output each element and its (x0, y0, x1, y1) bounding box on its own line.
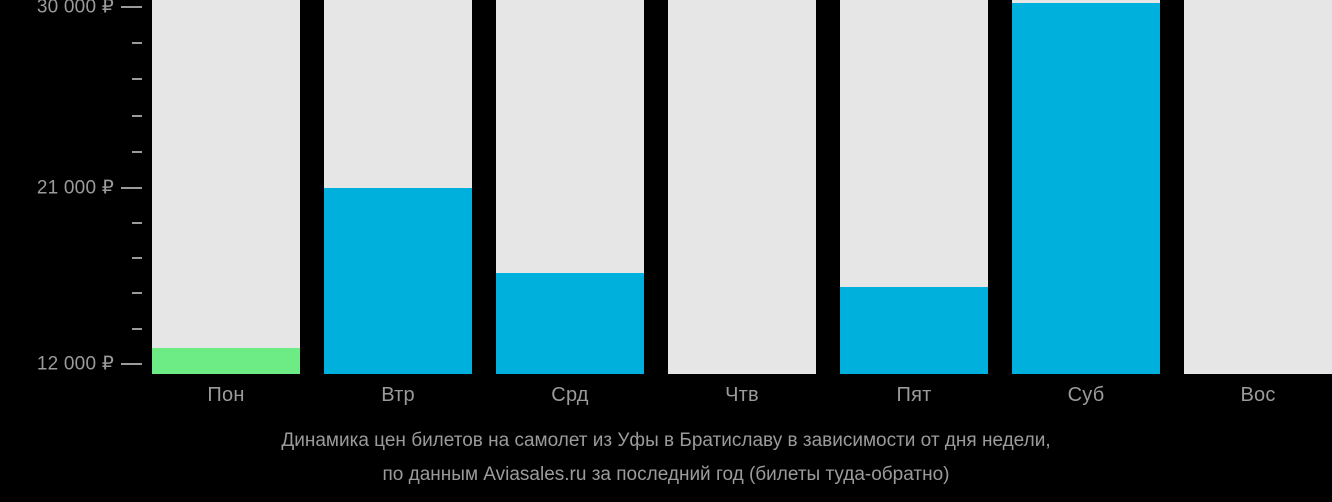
bar-column-vtr[interactable] (324, 0, 472, 374)
bar-track (668, 0, 816, 374)
y-tick-major-21000 (121, 187, 142, 189)
bar-value-pyat (840, 287, 988, 374)
bar-value-vtr (324, 188, 472, 374)
x-axis-label-srd: Срд (551, 383, 589, 406)
bar-track (152, 0, 300, 374)
x-gap (472, 395, 496, 396)
x-axis-label-sub: Суб (1067, 383, 1105, 406)
x-axis-label-vtr: Втр (381, 383, 415, 406)
bar-value-srd (496, 273, 644, 374)
bar-column-srd[interactable] (496, 0, 644, 374)
y-tick-minor (132, 222, 142, 224)
y-tick-minor (132, 42, 142, 44)
y-tick-minor (132, 151, 142, 153)
y-tick-minor (132, 257, 142, 259)
y-axis-label-bottom: 12 000 ₽ (36, 353, 114, 375)
y-tick-minor (132, 115, 142, 117)
x-gap (816, 395, 840, 396)
x-gap (988, 395, 1012, 396)
y-axis-label-middle: 21 000 ₽ (36, 177, 114, 199)
bar-value-sub (1012, 3, 1160, 374)
x-gap (1160, 395, 1184, 396)
bar-column-pyat[interactable] (840, 0, 988, 374)
x-axis-label-pyat: Пят (896, 383, 932, 406)
bar-value-pon (152, 348, 300, 374)
y-tick-minor (132, 328, 142, 330)
x-axis-label-pon: Пон (207, 383, 245, 406)
x-gap (300, 395, 324, 396)
y-tick-minor (132, 78, 142, 80)
caption-line-1: Динамика цен билетов на самолет из Уфы в… (281, 430, 1051, 451)
y-tick-major-30000 (121, 6, 142, 8)
bar-column-sub[interactable] (1012, 0, 1160, 374)
x-axis-label-chtv: Чтв (725, 383, 759, 406)
bar-column-pon[interactable] (152, 0, 300, 374)
y-tick-major-12000 (121, 363, 142, 365)
x-axis-label-vos: Вос (1240, 383, 1276, 406)
bar-track (1184, 0, 1332, 374)
y-axis: 30 000 ₽ 21 000 ₽ 12 000 ₽ (0, 0, 152, 375)
x-axis: Пон Втр Срд Чтв Пят Суб Вос (152, 374, 1332, 416)
bar-column-vos[interactable] (1184, 0, 1332, 374)
y-tick-minor (132, 292, 142, 294)
bar-column-chtv[interactable] (668, 0, 816, 374)
x-gap (644, 395, 668, 396)
caption-line-2: по данным Aviasales.ru за последний год … (382, 464, 950, 485)
chart-caption: Динамика цен билетов на самолет из Уфы в… (0, 424, 1332, 492)
plot-area (152, 0, 1332, 374)
y-axis-label-top: 30 000 ₽ (36, 0, 114, 18)
